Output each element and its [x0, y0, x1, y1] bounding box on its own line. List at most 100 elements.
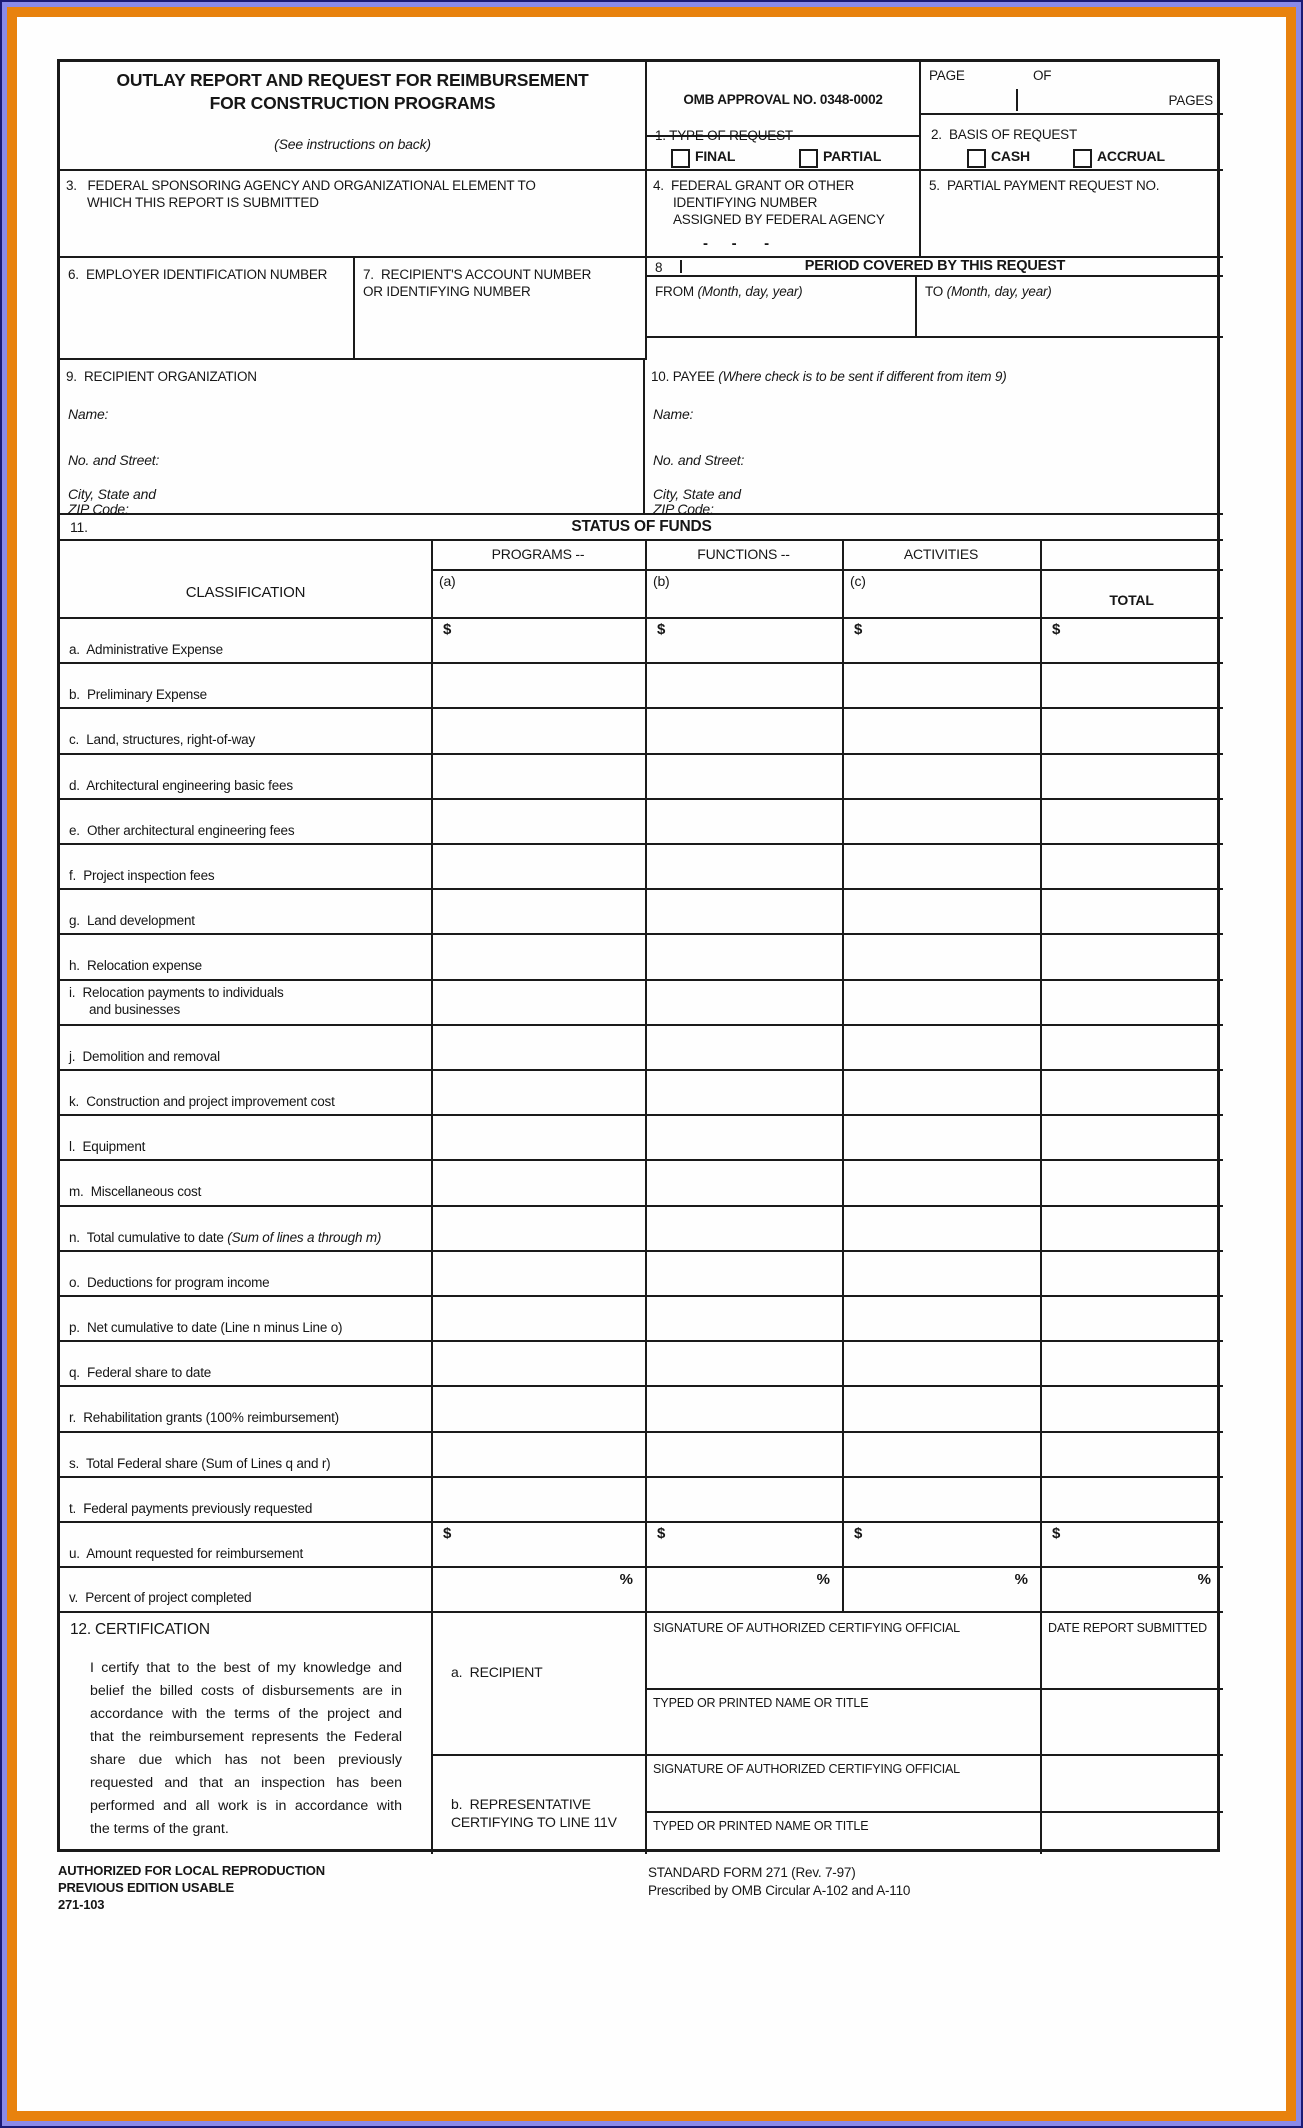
footer-previous-edition-line: PREVIOUS EDITION USABLE [58, 1880, 234, 1895]
dollar-sign: $ [657, 1525, 666, 1542]
form-title-line1: OUTLAY REPORT AND REQUEST FOR REIMBURSEM… [116, 70, 589, 90]
table-row-b: b. Preliminary Expense [60, 662, 1223, 708]
table-gridline [431, 541, 433, 1611]
certification-line: accordance with the terms of the project… [90, 1706, 402, 1722]
item11-number: 11. [70, 519, 88, 535]
percent-sign: % [619, 1571, 633, 1588]
item10-label: 10. PAYEE (Where check is to be sent if … [651, 369, 1007, 384]
pages-label: PAGES [1168, 93, 1213, 108]
cert-gridline [645, 1613, 647, 1854]
row-label: u. Amount requested for reimbursement [69, 1546, 304, 1561]
final-checkbox[interactable] [671, 149, 690, 168]
partial-checkbox[interactable] [799, 149, 818, 168]
from-label: FROM (Month, day, year) [655, 284, 803, 299]
row-label: f. Project inspection fees [69, 868, 215, 883]
row-label-italic: (Sum of lines a through m) [227, 1230, 382, 1245]
row-label: i. Relocation payments to individuals [69, 985, 284, 1000]
row-label: t. Federal payments previously requested [69, 1501, 313, 1516]
item10-zip-label: ZIP Code: [653, 501, 714, 517]
classification-header: CLASSIFICATION [185, 584, 306, 601]
period-from-box: FROM (Month, day, year) [647, 277, 917, 338]
cert-gridline [431, 1613, 433, 1854]
table-row-i: i. Relocation payments to individuals an… [60, 979, 1223, 1025]
item10-name-label: Name: [653, 406, 694, 422]
dollar-sign: $ [1052, 1525, 1061, 1542]
item4-line2: IDENTIFYING NUMBER [673, 195, 818, 210]
table-row-l: l. Equipment [60, 1114, 1223, 1160]
item9-label: 9. RECIPIENT ORGANIZATION [66, 369, 257, 384]
item5-label: 5. PARTIAL PAYMENT REQUEST NO. [929, 178, 1160, 193]
col-b-header: (b) [653, 573, 670, 589]
table-gridline [431, 569, 1223, 571]
row-label: q. Federal share to date [69, 1365, 212, 1380]
dollar-sign: $ [657, 621, 666, 638]
see-instructions-note: (See instructions on back) [274, 136, 431, 152]
total-header: TOTAL [1109, 592, 1154, 608]
to-hint: (Month, day, year) [946, 284, 1052, 299]
type-of-request-label: 1. TYPE OF REQUEST [655, 128, 793, 143]
item9-name-label: Name: [68, 406, 109, 422]
certification-line: I certify that to the best of my knowled… [90, 1660, 402, 1676]
representative-cert-label-line1: b. REPRESENTATIVE [451, 1796, 591, 1812]
status-of-funds-title: STATUS OF FUNDS [571, 518, 712, 535]
row-label: s. Total Federal share (Sum of Lines q a… [69, 1456, 331, 1471]
item10-city-label: City, State and [653, 486, 741, 502]
table-row-q: q. Federal share to date [60, 1340, 1223, 1386]
item4-line3: ASSIGNED BY FEDERAL AGENCY [673, 212, 885, 227]
item3-line2: WHICH THIS REPORT IS SUBMITTED [87, 195, 319, 210]
grant-number-dashes: - - - [703, 235, 769, 252]
dollar-sign: $ [1052, 621, 1061, 638]
dollar-sign: $ [443, 1525, 452, 1542]
item9-city-label: City, State and [68, 486, 156, 502]
certification-label: 12. CERTIFICATION [70, 1621, 210, 1638]
accrual-checkbox[interactable] [1073, 149, 1092, 168]
table-row-c: c. Land, structures, right-of-way [60, 707, 1223, 753]
partial-checkbox-label: PARTIAL [823, 148, 882, 164]
final-checkbox-label: FINAL [695, 148, 736, 164]
row-label: m. Miscellaneous cost [69, 1184, 202, 1199]
table-row-r: r. Rehabilitation grants (100% reimburse… [60, 1385, 1223, 1431]
item6-label: 6. EMPLOYER IDENTIFICATION NUMBER [68, 267, 328, 282]
form-title-box: OUTLAY REPORT AND REQUEST FOR REIMBURSEM… [60, 62, 647, 171]
table-row-n: n. Total cumulative to date (Sum of line… [60, 1205, 1223, 1251]
recipient-account-box: 7. RECIPIENT'S ACCOUNT NUMBER OR IDENTIF… [355, 258, 647, 360]
item7-line1: 7. RECIPIENT'S ACCOUNT NUMBER [363, 267, 592, 282]
table-row-u: u. Amount requested for reimbursement $ … [60, 1521, 1223, 1567]
certification-line: that the reimbursement represents the Fe… [90, 1729, 402, 1745]
row-label: b. Preliminary Expense [69, 687, 207, 702]
row-label: c. Land, structures, right-of-way [69, 732, 256, 747]
from-hint: (Month, day, year) [697, 284, 803, 299]
row-label: e. Other architectural engineering fees [69, 823, 295, 838]
table-row-e: e. Other architectural engineering fees [60, 798, 1223, 844]
cert-gridline [645, 1688, 1223, 1690]
row-label-line2: and businesses [89, 1002, 181, 1017]
footer-prescribed-line: Prescribed by OMB Circular A-102 and A-1… [648, 1883, 911, 1898]
cash-checkbox-label: CASH [991, 148, 1030, 164]
row-label: g. Land development [69, 913, 195, 928]
status-of-funds-strip: 11. STATUS OF FUNDS [60, 515, 1223, 541]
footer-authorized-line: AUTHORIZED FOR LOCAL REPRODUCTION [58, 1863, 325, 1878]
partial-payment-request-box: 5. PARTIAL PAYMENT REQUEST NO. [921, 171, 1223, 258]
federal-grant-number-box: 4. FEDERAL GRANT OR OTHER IDENTIFYING NU… [647, 171, 921, 258]
item10-hint: (Where check is to be sent if different … [718, 369, 1007, 384]
omb-approval-label: OMB APPROVAL NO. 0348-0002 [683, 92, 883, 107]
form-title-line2: FOR CONSTRUCTION PROGRAMS [209, 93, 496, 113]
table-row-j: j. Demolition and removal [60, 1024, 1223, 1070]
certification-line: the terms of the grant. [90, 1821, 229, 1837]
table-row-d: d. Architectural engineering basic fees [60, 753, 1223, 799]
certification-line: belief the billed costs of disbursements… [90, 1683, 402, 1699]
table-gridline [842, 541, 844, 1611]
row-label: a. Administrative Expense [69, 642, 223, 657]
typed-name-label-2: TYPED OR PRINTED NAME OR TITLE [653, 1819, 869, 1833]
table-gridline [645, 541, 647, 1611]
table-row-k: k. Construction and project improvement … [60, 1069, 1223, 1115]
row-label: l. Equipment [69, 1139, 146, 1154]
cert-gridline [645, 1811, 1223, 1813]
dollar-sign: $ [854, 1525, 863, 1542]
table-row-p: p. Net cumulative to date (Line n minus … [60, 1295, 1223, 1341]
table-row-f: f. Project inspection fees [60, 843, 1223, 889]
period-covered-strip: 8 PERIOD COVERED BY THIS REQUEST [647, 258, 1223, 277]
cash-checkbox[interactable] [967, 149, 986, 168]
